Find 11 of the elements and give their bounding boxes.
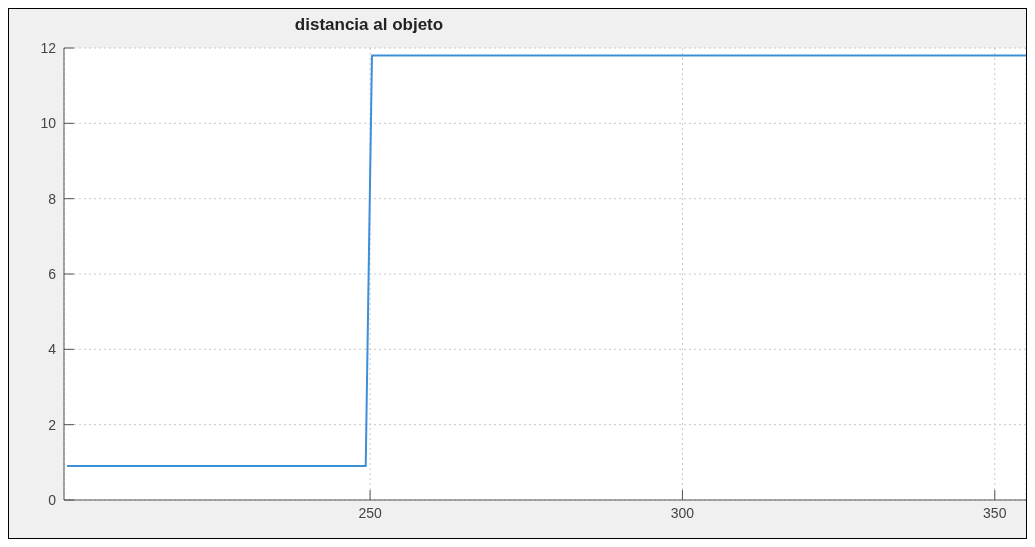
y-tick-label: 8 [48,190,57,207]
x-tick-label: 250 [358,504,382,521]
y-tick-label: 12 [40,39,57,56]
y-tick-label: 2 [48,416,57,433]
y-tick-label: 10 [40,115,57,132]
y-tick-label: 6 [48,265,57,282]
chart-title: distancia al objeto [293,15,445,35]
y-tick-label: 4 [48,341,57,358]
x-tick-label: 300 [670,504,695,521]
y-tick-label: 0 [48,491,57,508]
x-tick-label: 350 [983,504,1007,521]
